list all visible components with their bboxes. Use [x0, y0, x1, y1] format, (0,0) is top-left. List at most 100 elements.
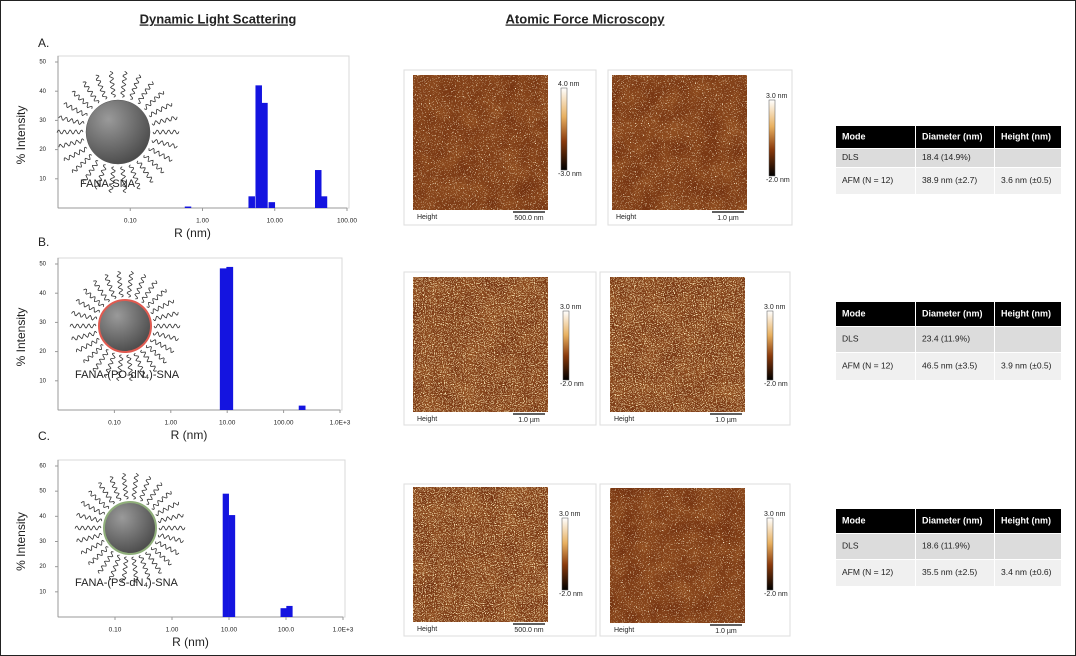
- header-text: Mode: [842, 131, 866, 141]
- color-bar-bottom: -2.0 nm: [560, 381, 584, 388]
- strand: [109, 71, 116, 98]
- x-tick-label: 100.00: [337, 218, 357, 225]
- strand: [150, 547, 172, 566]
- header-text: Height (nm): [1001, 308, 1051, 318]
- color-bar: [560, 87, 568, 171]
- strand: [129, 74, 142, 100]
- y-tick-label: 10: [39, 176, 46, 182]
- strand: [155, 541, 180, 555]
- strand: [75, 299, 100, 313]
- color-bar-top: 3.0 nm: [764, 511, 786, 518]
- x-tick-label: 10.00: [219, 420, 236, 427]
- particle-name: FANA-SNA: [80, 178, 136, 190]
- header-text: Diameter (nm): [922, 131, 983, 141]
- scale-bar-label: 1.0 µm: [715, 417, 737, 424]
- afm-particles: [612, 75, 747, 210]
- strand: [98, 482, 115, 505]
- x-tick-label: 1.00: [166, 627, 179, 634]
- color-bar-bottom: -2.0 nm: [764, 591, 788, 598]
- strand: [134, 274, 147, 300]
- y-tick-label: 60: [39, 464, 46, 470]
- header-text: Diameter (nm): [922, 515, 983, 525]
- panel-label: C.: [38, 429, 50, 443]
- bar: [219, 268, 227, 410]
- header-text: Height (nm): [1001, 515, 1051, 525]
- strand: [121, 473, 129, 500]
- header-cell: [836, 302, 915, 326]
- dls-heading: Dynamic Light Scattering: [140, 11, 297, 26]
- cell-text: AFM (N = 12): [842, 567, 893, 577]
- strand: [71, 90, 93, 109]
- image-label: Height: [417, 416, 437, 423]
- strand: [83, 344, 104, 364]
- cell-text: 35.5 nm (±2.5): [922, 567, 977, 577]
- y-tick-label: 40: [39, 514, 46, 520]
- strand: [97, 551, 114, 574]
- image-label: Height: [417, 626, 437, 633]
- strand: [63, 146, 88, 161]
- strand: [151, 490, 172, 510]
- strand: [104, 274, 117, 300]
- header-cell: [836, 509, 915, 533]
- strand: [108, 166, 116, 193]
- table-cell: [995, 168, 1061, 194]
- y-tick-label: 50: [39, 489, 46, 495]
- x-tick-label: 0.10: [109, 627, 122, 634]
- image-label: Height: [614, 627, 634, 634]
- table-cell: [916, 327, 994, 352]
- strand: [131, 556, 139, 583]
- header-cell: [916, 126, 994, 148]
- table-cell: [836, 560, 915, 586]
- strand: [151, 138, 178, 149]
- strand: [150, 339, 175, 353]
- color-bar: [562, 310, 570, 381]
- table-cell: [995, 534, 1061, 559]
- particle: [98, 299, 152, 353]
- particle-name: FANA-(PO-dN₄)-SNA: [75, 369, 180, 381]
- bar: [286, 605, 293, 617]
- header-cell: [995, 302, 1061, 326]
- strand: [157, 533, 184, 543]
- strand: [108, 554, 121, 580]
- color-bar: [766, 310, 774, 381]
- bar: [248, 196, 255, 208]
- strand: [69, 323, 97, 329]
- strand: [80, 501, 105, 515]
- cell-text: 3.4 nm (±0.6): [1001, 567, 1052, 577]
- strand: [136, 160, 154, 183]
- strand: [148, 147, 173, 162]
- y-tick-label: 40: [39, 89, 46, 95]
- strand: [94, 164, 107, 190]
- x-axis-label: R (nm): [171, 428, 208, 442]
- strand: [121, 556, 129, 584]
- strand: [138, 554, 151, 580]
- bar: [314, 170, 322, 208]
- x-tick-label: 1.00: [164, 420, 177, 427]
- strand: [120, 71, 128, 98]
- cell-text: 3.6 nm (±0.5): [1001, 175, 1052, 185]
- cell-text: 38.9 nm (±2.7): [922, 175, 977, 185]
- header-cell: [836, 126, 915, 148]
- bar: [280, 608, 287, 617]
- bar: [298, 405, 306, 410]
- strand: [152, 331, 179, 341]
- particle: [85, 99, 151, 165]
- strand: [116, 354, 124, 382]
- table-cell: [995, 560, 1061, 586]
- table-cell: [995, 353, 1061, 380]
- strand: [139, 476, 152, 502]
- panel-label: A.: [38, 36, 49, 50]
- y-tick-label: 20: [39, 349, 46, 355]
- strand: [133, 352, 146, 378]
- y-tick-label: 30: [39, 539, 46, 545]
- header-cell: [995, 126, 1061, 148]
- header-cell: [916, 302, 994, 326]
- strand: [58, 138, 85, 148]
- y-tick-label: 30: [39, 320, 46, 326]
- color-bar-top: 3.0 nm: [560, 304, 582, 311]
- particle: [103, 501, 157, 555]
- strand: [146, 288, 167, 308]
- cell-text: DLS: [842, 152, 859, 162]
- strand: [74, 525, 102, 531]
